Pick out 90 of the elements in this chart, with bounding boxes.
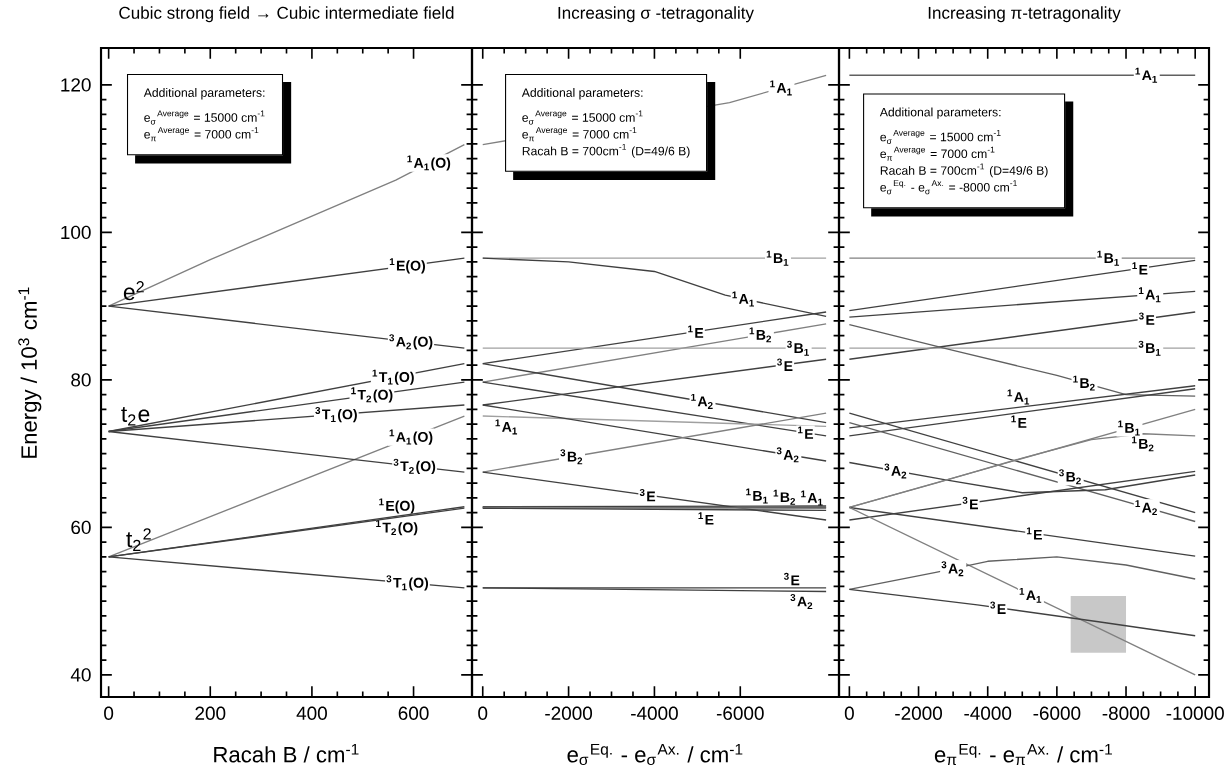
series-label: $^{3}$B$_{2}$ [1059,469,1081,485]
annotation: Additional parameters: [879,107,1001,119]
annotation: e$_{π}$$^{Average}$ = 7000 cm$^{-1}$ [880,146,995,161]
series-label: $^{3}$T$_{1}$(O) [315,406,357,423]
chart-title: Cubic strong field → Cubic intermediate field [119,6,454,23]
x-tick-label: -6000 [1033,706,1081,720]
x-axis-title: e$_{σ}$$^{Eq.}$ - e$_{σ}$$^{Ax.}$ / cm$^{-1}$ [567,743,743,766]
series-label: $^{3}$A$_{2}$ [776,447,799,463]
series-label: $^{1}$E [688,325,704,338]
series-label: $^{1}$A$_{1}$ [1007,389,1030,405]
annotation: t$_{2}$2 [126,528,151,551]
series-label: $^{3}$T$_{1}$(O) [386,575,429,591]
annotation: Additional parameters: [521,88,643,100]
y-tick-label: 40 [70,668,91,682]
series-label: $^{1}$B$_{1}$ [766,250,789,266]
annotation: e$_{σ}$$^{Average}$ = 15000 cm$^{-1}$ [144,110,265,125]
annotation: e$_{π}$$^{Average}$ = 7000 cm$^{-1}$ [144,127,259,142]
series-label: $^{1}$A$_{2}$ [691,393,713,409]
chart-title: Increasing σ -tetragonality [558,6,754,23]
annotation: e$_{σ}$$^{Eq.}$ - e$_{σ}$$^{Ax.}$ = -8000 cm$^{-1}$ [880,180,1017,195]
x-axis-title: Racah B / cm$^{-1}$ [214,743,359,763]
series-label: $^{1}$A$_{1}$ [732,291,754,307]
series-label: $^{3}$A$_{2}$ [884,463,907,479]
x-axis-title: e$_{π}$$^{Eq.}$ - e$_{π}$$^{Ax.}$ / cm$^{-1}$ [934,743,1112,766]
y-tick-label: 100 [61,225,91,240]
series-label: $^{3}$A$_{2}$ [941,561,964,577]
series-label: $^{1}$A$_{1}$(O) [389,429,433,445]
y-tick-label: 60 [71,520,91,535]
series-label: $^{1}$E [1011,415,1027,428]
series-label: $^{3}$E [639,488,656,502]
series-label: $^{3}$T$_{2}$(O) [393,458,436,475]
x-tick-label: -8000 [1102,706,1150,720]
series-label: $^{1}$A$_{1}$ [1138,287,1161,303]
series-label: $^{1}$E [798,426,814,439]
series-label: $^{1}$B$_{2}$ [749,327,772,343]
annotation: t$_{2}$e [121,406,150,426]
series-label: $^{1}$B$_{2}$ [773,489,796,505]
series-label: $^{1}$T$_{2}$(O) [351,387,393,403]
y-tick-label: 120 [61,78,91,92]
series-label: $^{1}$B$_{2}$ [1132,436,1154,452]
x-tick-label: -6000 [716,706,764,720]
y-tick-label: 80 [71,373,91,387]
x-tick-label: -4000 [964,706,1012,720]
series-label: $^{1}$A$_{2}$ [1135,500,1157,516]
series-label: $^{1}$B$_{1}$ [746,488,768,504]
series-label: $^{1}$B$_{1}$ [1097,250,1120,266]
series-label: $^{3}$E [777,358,793,371]
series-label: $^{1}$T$_{2}$(O) [376,520,418,536]
x-tick-label: 400 [296,706,327,720]
series-label: $^{1}$E [698,512,714,525]
x-tick-label: 0 [478,706,488,720]
series-label: $^{3}$E [962,496,978,510]
x-tick-label: -2000 [545,706,593,720]
series-label: $^{3}$B$_{1}$ [1138,340,1161,356]
annotation: e$^{2}$ [123,281,144,301]
series-label: $^{1}$E(O) [379,498,415,514]
annotation: e$_{σ}$$^{Average}$ = 15000 cm$^{-1}$ [522,110,643,125]
x-tick-label: -10000 [1166,706,1224,720]
series-label: $^{3}$E [783,572,800,586]
x-tick-label: -4000 [631,706,678,720]
annotation: Racah B = 700cm$^{-1}$ (D=49/6 B) [522,143,690,158]
series-label: $^{1}$A$_{1}$ [1135,67,1158,83]
series-label: $^{3}$A$_{2}$ [790,593,813,610]
series-label: $^{1}$E [1132,262,1148,275]
series-label: $^{1}$A$_{1}$ [770,80,792,96]
x-tick-label: -2000 [895,706,943,720]
series-label: $^{1}$A$_{1}$(O) [407,155,451,171]
series-label: $^{1}$E [1026,527,1042,540]
series-label: $^{1}$B$_{2}$ [1073,375,1095,391]
x-tick-label: 0 [104,706,114,720]
series-label: $^{3}$A$_{2}$(O) [389,334,433,350]
x-tick-label: 200 [195,706,226,720]
series-label: $^{3}$E [990,601,1006,614]
y-axis-title: Energy / 10$^{3}$ cm$^{-1}$ [18,287,42,458]
x-tick-label: 0 [844,706,854,720]
series-label: $^{1}$A$_{1}$ [801,490,823,506]
series-label: $^{1}$B$_{1}$ [1118,420,1140,436]
series-label: $^{1}$T$_{1}$(O) [372,369,414,385]
chart-title: Increasing π-tetragonality [928,6,1121,23]
series-label: $^{1}$E(O) [389,258,426,274]
series-label: $^{3}$B$_{1}$ [786,340,809,356]
annotation: Additional parameters: [143,88,265,100]
x-tick-label: 600 [398,706,429,720]
series-label: $^{1}$A$_{1}$ [1019,587,1042,603]
series-label: $^{1}$A$_{1}$ [495,419,518,435]
series-label: $^{3}$B$_{2}$ [560,449,583,465]
annotation: e$_{σ}$$^{Average}$ = 15000 cm$^{-1}$ [880,129,1001,144]
series-label: $^{3}$E [1138,312,1155,325]
annotation: e$_{π}$$^{Average}$ = 7000 cm$^{-1}$ [522,127,637,142]
annotation: Racah B = 700cm$^{-1}$ (D=49/6 B) [880,163,1048,178]
